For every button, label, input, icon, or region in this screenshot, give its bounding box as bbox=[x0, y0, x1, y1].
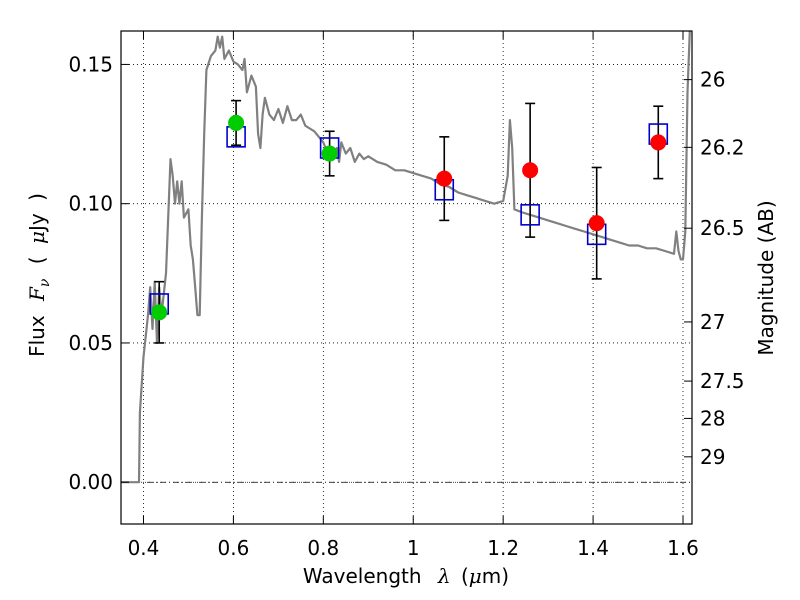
y2-tick-label: 27 bbox=[700, 310, 725, 334]
x-axis-label-open: ( bbox=[461, 564, 469, 588]
y-axis-label-open: ( bbox=[25, 256, 49, 264]
error-bars bbox=[154, 99, 664, 344]
y-axis-label: Flux Fν ( μJy ) bbox=[25, 193, 54, 357]
x-tick-label: 1 bbox=[407, 536, 420, 560]
x-tick-label: 0.8 bbox=[307, 536, 339, 560]
y-tick-label: 0.00 bbox=[68, 470, 113, 494]
x-tick-label: 0.4 bbox=[128, 536, 160, 560]
y2-axis-label: Magnitude (AB) bbox=[754, 200, 778, 355]
grid-lines bbox=[121, 31, 692, 524]
x-axis-label-unit: m) bbox=[482, 564, 509, 588]
x-tick-label: 1.2 bbox=[487, 536, 519, 560]
observed-optical-point bbox=[321, 145, 338, 162]
observed-nir-point bbox=[588, 215, 605, 232]
x-tick-label: 0.6 bbox=[217, 536, 249, 560]
y2-tick-label: 26.2 bbox=[700, 135, 745, 159]
y2-tick-labels: 26 26.2 26.5 27 27.5 28 29 bbox=[700, 68, 745, 469]
x-tick-labels: 0.4 0.6 0.8 1 1.2 1.4 1.6 bbox=[128, 536, 699, 560]
model-photometry-point bbox=[520, 204, 540, 226]
y-tick-label: 0.10 bbox=[68, 192, 113, 216]
x-tick-label: 1.4 bbox=[577, 536, 609, 560]
y-axis-label-close: ) bbox=[25, 193, 49, 201]
y2-tick-label: 26.5 bbox=[700, 216, 745, 240]
y-axis-label-prefix: Flux bbox=[25, 315, 49, 357]
x-axis-label-symbol: λ bbox=[437, 564, 451, 588]
y-axis-label-symbol: F bbox=[25, 286, 49, 302]
x-axis-label-prefix: Wavelength bbox=[303, 564, 422, 588]
y-axis-label-unit-symbol: μ bbox=[25, 231, 49, 244]
plot-frame bbox=[120, 30, 693, 525]
observed-markers bbox=[151, 114, 667, 321]
axis-ticks bbox=[121, 31, 692, 524]
y-axis-label-subscript: ν bbox=[37, 278, 53, 287]
observed-nir-point bbox=[436, 170, 453, 187]
y-axis-label-unit: Jy bbox=[25, 213, 49, 233]
y2-tick-label: 29 bbox=[700, 445, 725, 469]
observed-optical-point bbox=[151, 304, 168, 321]
y2-tick-label: 28 bbox=[700, 406, 725, 430]
y-tick-label: 0.05 bbox=[68, 331, 113, 355]
model-spectrum bbox=[121, 30, 691, 484]
y-tick-labels: 0.00 0.05 0.10 0.15 bbox=[68, 52, 113, 494]
model-photometry-markers bbox=[149, 123, 669, 315]
x-tick-label: 1.6 bbox=[667, 536, 699, 560]
observed-nir-point bbox=[650, 134, 667, 151]
y2-tick-label: 27.5 bbox=[700, 369, 745, 393]
y2-tick-label: 26 bbox=[700, 68, 725, 92]
x-axis-label-unit-symbol: μ bbox=[469, 564, 482, 588]
model-spectrum-line bbox=[121, 30, 691, 484]
observed-nir-point bbox=[522, 162, 539, 179]
observed-optical-point bbox=[228, 114, 245, 131]
x-axis-label: Wavelength λ (μm) bbox=[303, 564, 509, 588]
y-tick-label: 0.15 bbox=[68, 52, 113, 76]
